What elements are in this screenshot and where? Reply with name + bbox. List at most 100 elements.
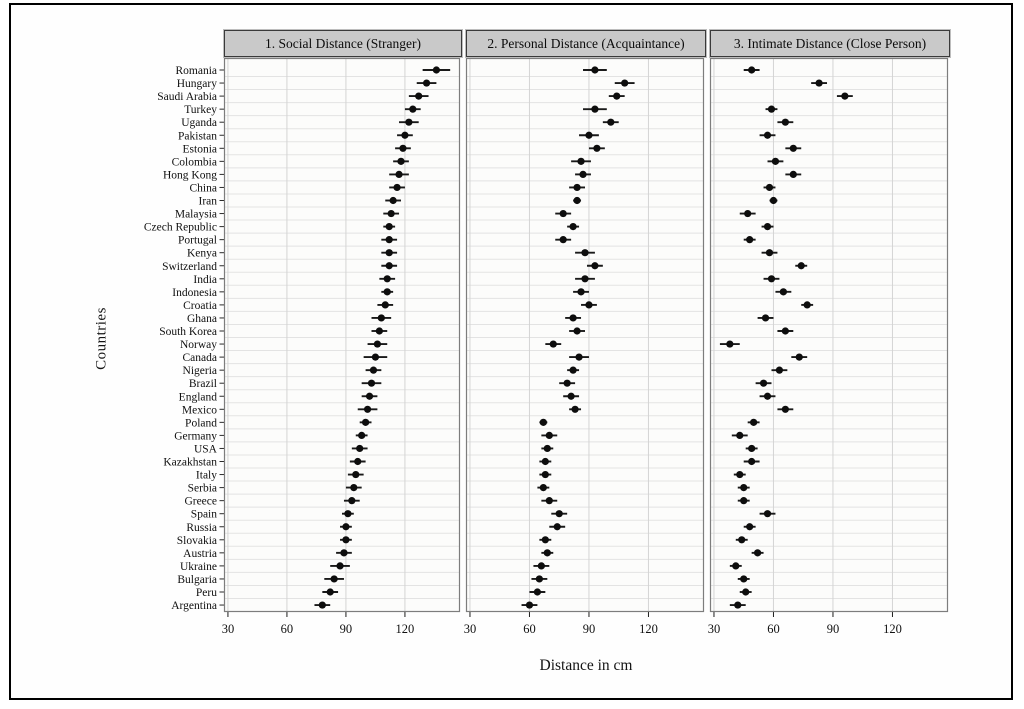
data-point <box>573 183 581 192</box>
data-point <box>585 301 593 309</box>
data-point <box>740 497 748 505</box>
data-point <box>363 405 372 413</box>
data-point <box>422 79 431 87</box>
country-label: China <box>190 182 217 194</box>
country-label: Pakistan <box>178 130 217 142</box>
data-point <box>545 431 553 439</box>
data-point <box>569 223 577 231</box>
panel-3-plot: 30 60 90 120 <box>708 58 949 636</box>
data-point <box>579 170 587 178</box>
x-tick-label: 90 <box>827 622 840 636</box>
country-label: USA <box>194 443 218 455</box>
data-point <box>563 379 571 387</box>
data-point <box>573 196 581 205</box>
data-point <box>763 392 772 400</box>
data-point <box>767 105 776 113</box>
country-label: Italy <box>196 470 217 482</box>
country-label: Saudi Arabia <box>157 91 217 103</box>
panel-header-intimate-distance: 3. Intimate Distance (Close Person) <box>710 30 950 57</box>
data-point <box>569 314 577 322</box>
data-point <box>765 249 774 257</box>
country-label: Austria <box>183 548 217 560</box>
country-label: Kazakhstan <box>163 457 217 469</box>
country-label: Hong Kong <box>163 169 217 181</box>
data-point <box>342 523 350 531</box>
data-point <box>779 288 787 296</box>
panel-2-plot: 30 60 90 120 <box>464 58 705 636</box>
panel-background <box>224 58 460 612</box>
data-point <box>734 601 742 609</box>
x-tick-label: 30 <box>222 622 235 636</box>
country-label: Slovakia <box>177 535 217 547</box>
country-label: South Korea <box>159 326 217 338</box>
data-point <box>405 118 413 126</box>
data-point <box>336 562 344 570</box>
data-point <box>781 405 789 413</box>
data-point <box>607 118 615 126</box>
data-point <box>356 444 364 453</box>
data-point <box>344 510 352 518</box>
data-point <box>726 340 734 348</box>
country-label: Uganda <box>181 117 217 129</box>
country-label: Greece <box>184 496 217 508</box>
country-label: Ghana <box>187 313 217 325</box>
data-point <box>613 92 621 100</box>
data-point <box>340 549 348 557</box>
country-label: Russia <box>186 522 217 534</box>
panel-border <box>465 58 705 613</box>
panel-border <box>223 58 461 613</box>
x-tick-label: 90 <box>583 622 596 636</box>
x-tick-label: 60 <box>281 622 294 636</box>
data-point <box>781 118 789 126</box>
data-point <box>539 418 547 426</box>
data-point <box>350 484 358 492</box>
data-point <box>352 470 360 479</box>
country-label: Indonesia <box>172 287 217 299</box>
country-label: Colombia <box>172 156 217 168</box>
data-point <box>541 457 549 466</box>
country-label: England <box>179 391 218 403</box>
data-point <box>389 196 397 205</box>
data-point <box>789 144 797 152</box>
data-point <box>555 510 563 518</box>
data-point <box>567 392 575 400</box>
x-tick-label: 60 <box>767 622 780 636</box>
data-point <box>740 575 748 583</box>
x-tick-label: 120 <box>396 622 415 636</box>
data-point <box>742 588 750 596</box>
data-point <box>395 170 403 178</box>
data-point <box>767 275 776 283</box>
data-point <box>559 209 567 218</box>
data-point <box>318 601 326 609</box>
data-point <box>769 196 778 205</box>
panel-background <box>710 58 948 612</box>
x-tick-label: 120 <box>639 622 658 636</box>
data-point <box>385 236 393 244</box>
country-label: Turkey <box>184 104 217 116</box>
panel-background <box>466 58 704 612</box>
country-label: Mexico <box>182 404 217 416</box>
data-point <box>387 209 395 218</box>
country-label: Hungary <box>177 78 217 90</box>
data-point <box>621 79 629 87</box>
data-point <box>581 275 589 283</box>
country-label: Estonia <box>183 143 218 155</box>
country-label: Romania <box>175 65 217 77</box>
country-label: Poland <box>185 417 217 429</box>
data-point <box>383 275 391 283</box>
data-point <box>761 314 770 322</box>
data-point <box>369 366 378 374</box>
data-point <box>362 418 370 426</box>
data-point <box>549 340 557 348</box>
data-point <box>354 457 362 466</box>
data-point <box>763 223 772 231</box>
data-point <box>543 549 551 557</box>
country-label: Nigeria <box>183 365 217 377</box>
data-point <box>748 457 756 466</box>
data-point <box>371 353 380 361</box>
country-label: Canada <box>183 352 217 364</box>
x-axis-title: Distance in cm <box>539 657 633 674</box>
data-point <box>553 523 561 531</box>
data-point <box>571 405 579 413</box>
